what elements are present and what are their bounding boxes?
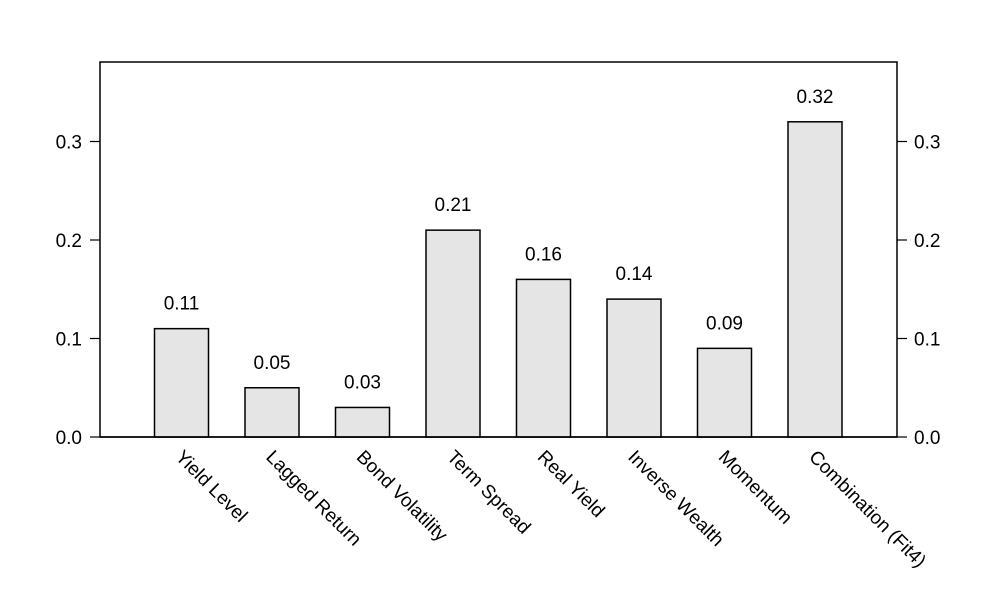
y-tick-label-right: 0.3 (914, 133, 940, 154)
data-label: 0.03 (344, 372, 381, 393)
y-tick-label-left: 0.3 (56, 133, 82, 154)
y-tick-label-left: 0.2 (56, 231, 82, 252)
data-label: 0.14 (616, 264, 653, 285)
plot-frame (99, 61, 898, 438)
bar (334, 406, 391, 438)
bars-group (153, 121, 843, 438)
bar (425, 229, 481, 438)
category-label: Bond Volatility (352, 447, 452, 547)
category-label: Combination (Fit4) (804, 447, 929, 572)
data-label: 0.16 (525, 244, 562, 265)
y-axis-left: 0.0 0.1 0.2 0.3 (56, 133, 100, 449)
category-label: Yield Level (171, 447, 251, 527)
y-tick-label-right: 0.2 (914, 231, 940, 252)
data-label: 0.05 (254, 353, 291, 374)
bar (787, 121, 843, 438)
data-label: 0.21 (435, 195, 472, 216)
y-tick-label-left: 0.0 (56, 428, 82, 449)
y-tick-label-right: 0.1 (914, 330, 940, 351)
bar (515, 278, 572, 438)
data-label: 0.09 (706, 313, 743, 334)
data-label: 0.11 (164, 294, 200, 315)
category-label: Lagged Return (261, 447, 365, 551)
category-label: Real Yield (533, 447, 608, 522)
bar (244, 387, 300, 438)
y-axis-right: 0.0 0.1 0.2 0.3 (897, 133, 940, 449)
data-labels-group: 0.11 0.05 0.03 0.21 0.16 0.14 0.09 0.32 (164, 87, 834, 394)
category-label: Term Spread (442, 447, 534, 539)
category-label: Inverse Wealth (623, 447, 727, 551)
data-label: 0.32 (797, 87, 834, 108)
y-tick-label-right: 0.0 (914, 428, 940, 449)
bar (696, 347, 753, 438)
category-label: Momentum (714, 447, 796, 529)
bar (606, 298, 662, 438)
y-tick-label-left: 0.1 (56, 330, 82, 351)
bar (153, 327, 210, 438)
